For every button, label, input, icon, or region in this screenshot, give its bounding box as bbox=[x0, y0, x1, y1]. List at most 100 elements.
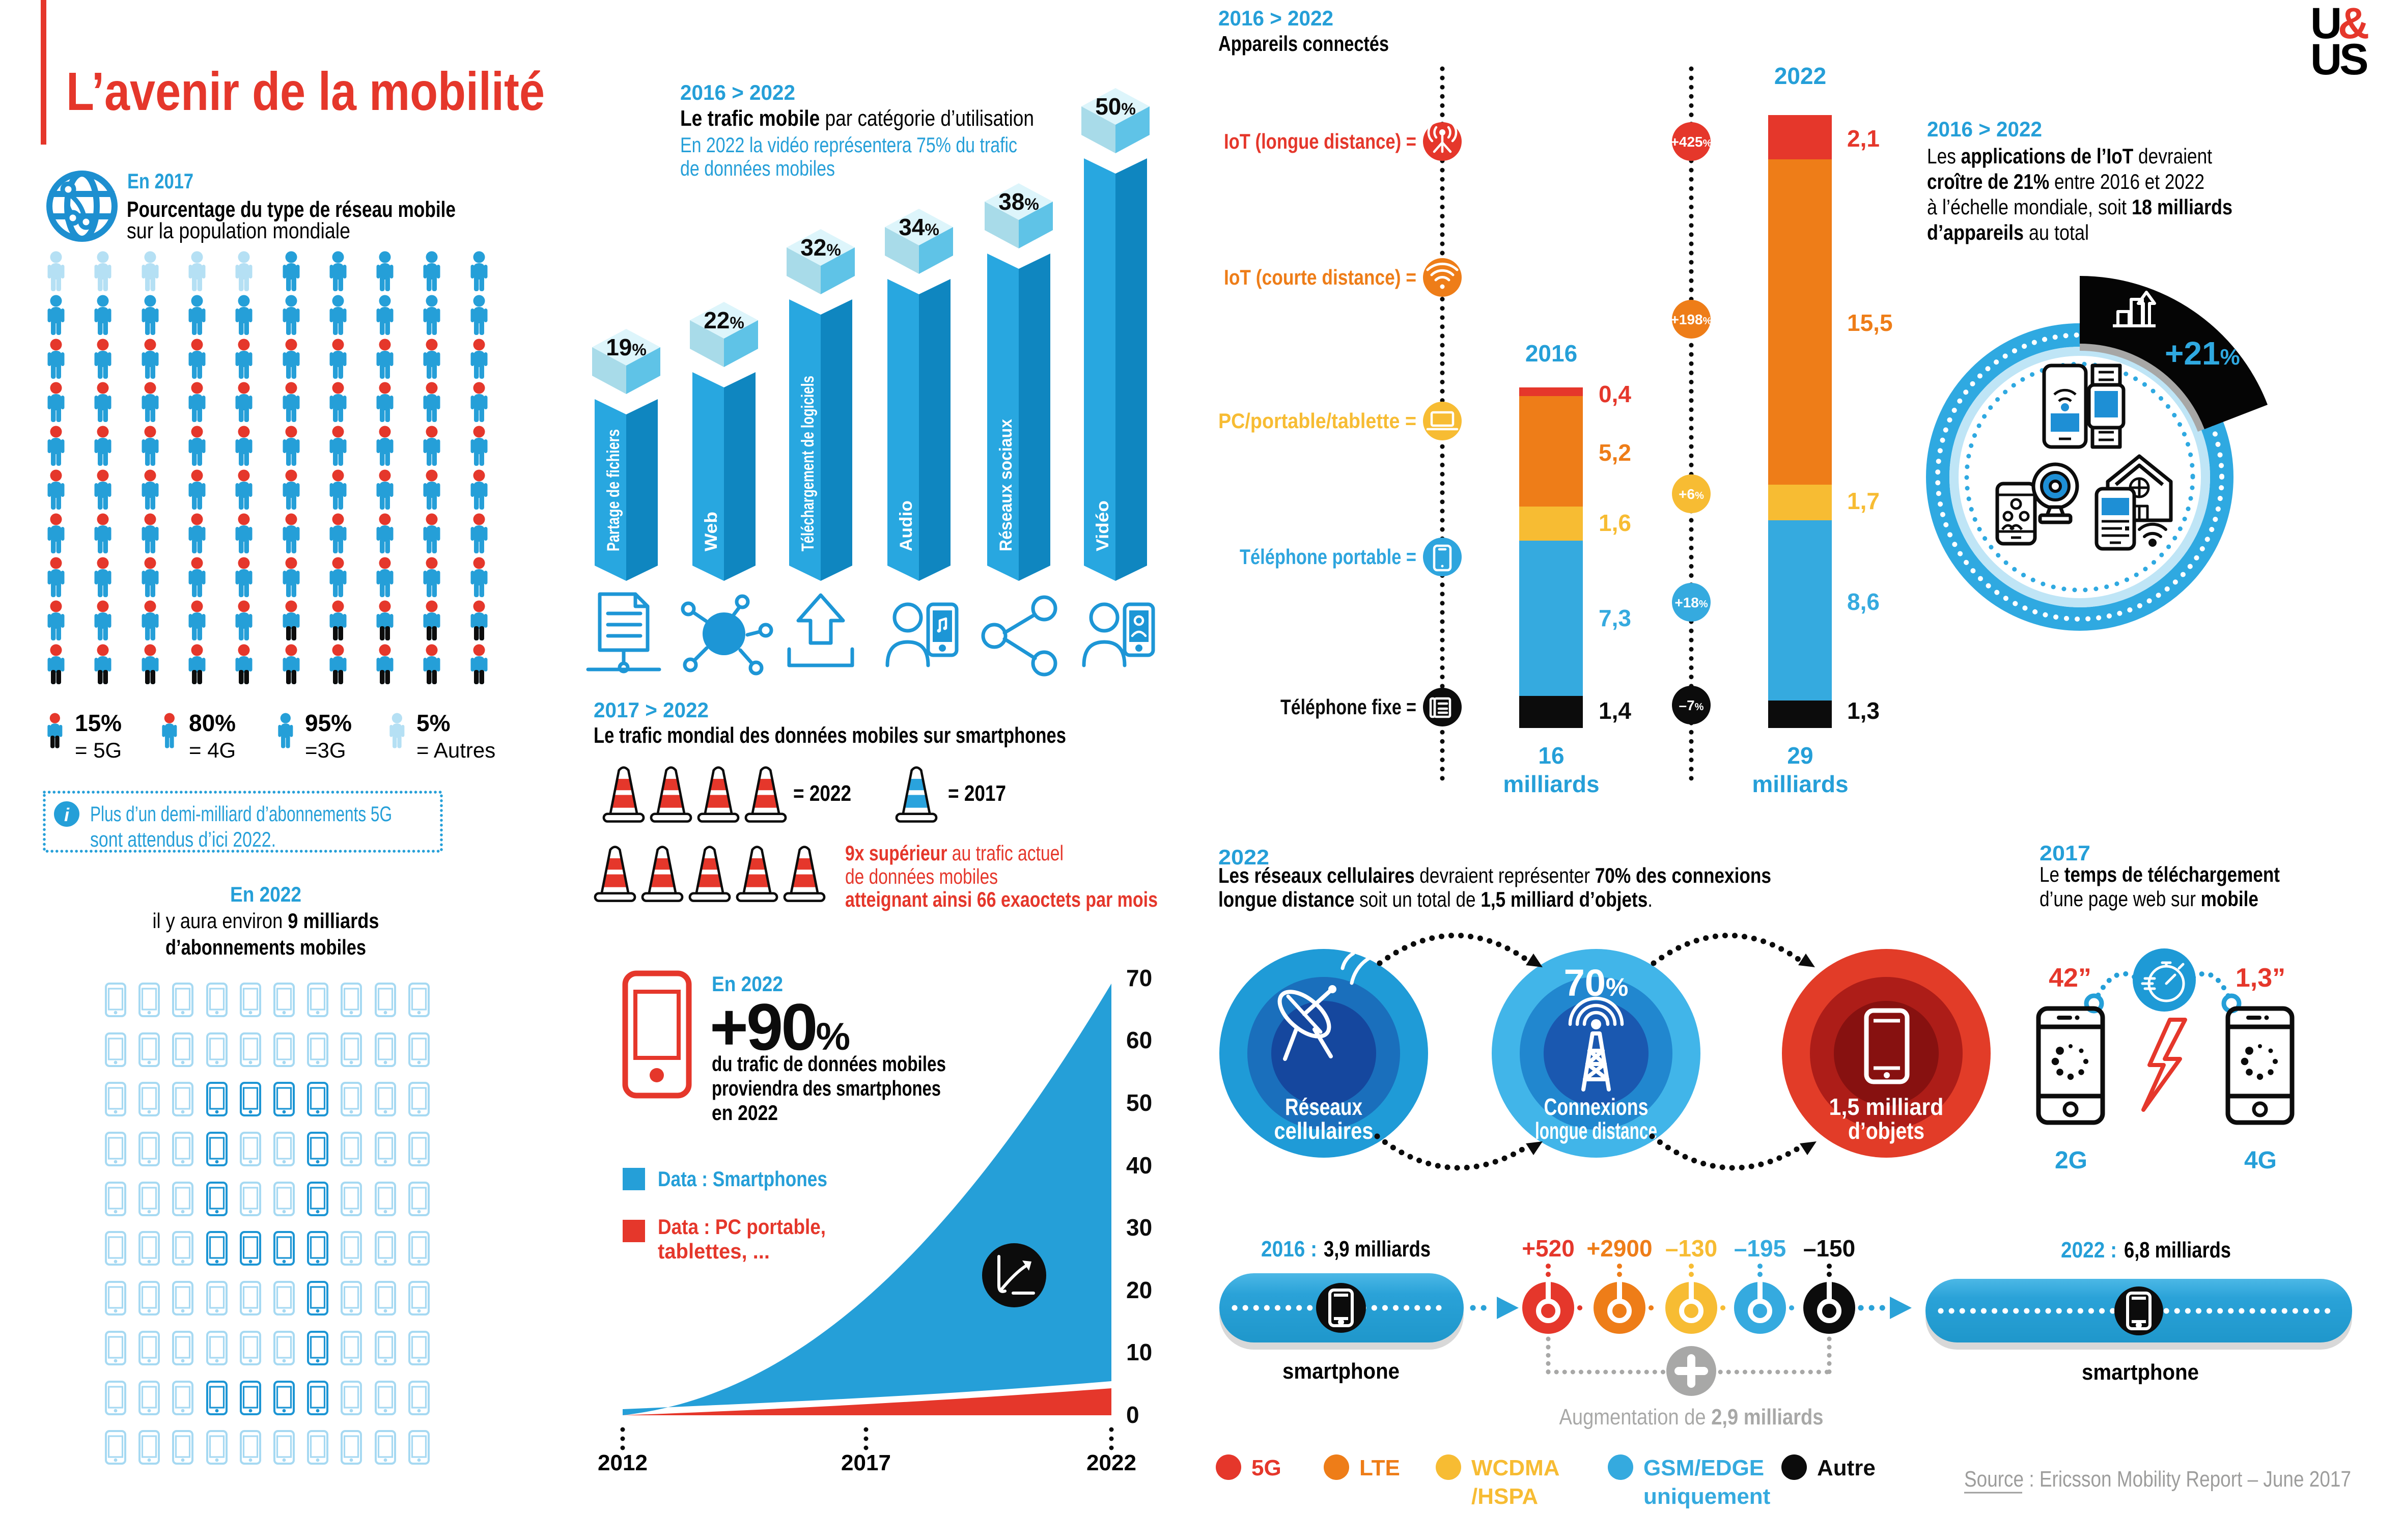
svg-text:7,3: 7,3 bbox=[1599, 605, 1631, 631]
svg-text:4G: 4G bbox=[2244, 1147, 2277, 1174]
svg-text:U: U bbox=[2310, 0, 2339, 48]
svg-text:En 2022: En 2022 bbox=[712, 972, 783, 996]
svg-text:2012: 2012 bbox=[598, 1450, 648, 1475]
svg-text:8,6: 8,6 bbox=[1847, 589, 1880, 615]
svg-text:6,8 milliards: 6,8 milliards bbox=[2124, 1238, 2231, 1263]
svg-text:–150: –150 bbox=[1803, 1235, 1855, 1262]
svg-text:d’une page web sur mobile: d’une page web sur mobile bbox=[2040, 887, 2258, 911]
svg-text:1,4: 1,4 bbox=[1599, 697, 1631, 724]
svg-text:2017 > 2022: 2017 > 2022 bbox=[594, 698, 709, 722]
svg-text:longue distance soit un total: longue distance soit un total de 1,5 mil… bbox=[1218, 887, 1653, 911]
svg-text:du trafic de données mobiles: du trafic de données mobiles bbox=[712, 1052, 946, 1076]
svg-text:2016 > 2022: 2016 > 2022 bbox=[680, 80, 795, 104]
svg-text:cellulaires: cellulaires bbox=[1274, 1117, 1374, 1144]
svg-text:0,4: 0,4 bbox=[1599, 381, 1631, 407]
svg-text:Data : PC portable,: Data : PC portable, bbox=[658, 1215, 826, 1239]
svg-text:Plus d’un demi-milliard d’abon: Plus d’un demi-milliard d’abonnements 5G bbox=[90, 802, 392, 826]
svg-text:Le trafic mondial des données: Le trafic mondial des données mobiles su… bbox=[594, 723, 1066, 748]
svg-text:En 2022: En 2022 bbox=[230, 882, 301, 906]
svg-text:en 2022: en 2022 bbox=[712, 1101, 778, 1125]
svg-text:2G: 2G bbox=[2055, 1147, 2087, 1174]
svg-text:= Autres: = Autres bbox=[416, 738, 495, 762]
svg-text:= 4G: = 4G bbox=[189, 738, 236, 762]
svg-text:–130: –130 bbox=[1665, 1235, 1717, 1262]
svg-text:42”: 42” bbox=[2049, 963, 2091, 993]
svg-text:Le temps de téléchargement: Le temps de téléchargement bbox=[2040, 862, 2280, 886]
svg-text:proviendra des smartphones: proviendra des smartphones bbox=[712, 1076, 941, 1100]
svg-text:Pourcentage du type de réseau: Pourcentage du type de réseau mobile bbox=[127, 197, 456, 222]
svg-text:sont attendus d’ici 2022.: sont attendus d’ici 2022. bbox=[90, 827, 276, 851]
svg-text:Réseaux: Réseaux bbox=[1285, 1094, 1362, 1120]
svg-text:2022: 2022 bbox=[1086, 1450, 1136, 1475]
svg-text:2,1: 2,1 bbox=[1847, 125, 1880, 152]
svg-text:sur la population mondiale: sur la population mondiale bbox=[127, 218, 350, 243]
svg-text:Réseaux sociaux: Réseaux sociaux bbox=[996, 419, 1016, 551]
svg-text:Les applications de l’IoT devr: Les applications de l’IoT devraient bbox=[1927, 144, 2212, 168]
svg-text:Connexions: Connexions bbox=[1544, 1094, 1649, 1120]
svg-text:Web: Web bbox=[702, 512, 721, 551]
svg-text:= 2017: = 2017 bbox=[948, 781, 1006, 806]
svg-text:à l’échelle mondiale, soit 18: à l’échelle mondiale, soit 18 milliards bbox=[1927, 195, 2232, 219]
svg-text:GSM/EDGE: GSM/EDGE bbox=[1643, 1455, 1764, 1480]
svg-text:9x supérieur au trafic actuel: 9x supérieur au trafic actuel bbox=[845, 841, 1064, 865]
svg-text:60: 60 bbox=[1126, 1027, 1152, 1053]
svg-text:70: 70 bbox=[1126, 965, 1152, 991]
svg-text:En 2022 la vidéo représentera: En 2022 la vidéo représentera 75% du tra… bbox=[680, 133, 1017, 157]
svg-text:Vidéo: Vidéo bbox=[1093, 500, 1112, 551]
svg-text:LTE: LTE bbox=[1359, 1455, 1400, 1480]
svg-text:Audio: Audio bbox=[897, 500, 916, 551]
svg-text:Augmentation de 2,9 milliards: Augmentation de 2,9 milliards bbox=[1559, 1405, 1824, 1430]
svg-text:2016 > 2022: 2016 > 2022 bbox=[1927, 117, 2042, 141]
svg-text:WCDMA: WCDMA bbox=[1471, 1455, 1560, 1480]
svg-text:–195: –195 bbox=[1734, 1235, 1786, 1262]
svg-text:2017: 2017 bbox=[841, 1450, 891, 1475]
svg-text:d’objets: d’objets bbox=[1848, 1117, 1924, 1144]
svg-text:PC/portable/tablette =: PC/portable/tablette = bbox=[1218, 409, 1416, 433]
svg-text:atteignant ainsi 66 exaoctets: atteignant ainsi 66 exaoctets par mois bbox=[845, 887, 1158, 911]
svg-text:2017: 2017 bbox=[2040, 841, 2090, 865]
svg-text:Téléphone fixe =: Téléphone fixe = bbox=[1280, 695, 1416, 719]
svg-text:tablettes, ...: tablettes, ... bbox=[658, 1239, 770, 1263]
svg-text:IoT (longue distance) =: IoT (longue distance) = bbox=[1224, 129, 1416, 153]
svg-text:1,5 milliard: 1,5 milliard bbox=[1829, 1094, 1944, 1120]
svg-text:Téléphone portable =: Téléphone portable = bbox=[1240, 545, 1416, 569]
svg-text:milliards: milliards bbox=[1503, 771, 1599, 797]
svg-text:d’appareils au total: d’appareils au total bbox=[1927, 220, 2089, 244]
svg-text:5,2: 5,2 bbox=[1599, 439, 1631, 466]
svg-text:longue distance: longue distance bbox=[1535, 1117, 1657, 1144]
svg-text:de données mobiles: de données mobiles bbox=[680, 156, 835, 180]
svg-text:Le trafic mobile par catégorie: Le trafic mobile par catégorie d’utilisa… bbox=[680, 106, 1034, 131]
svg-text:/HSPA: /HSPA bbox=[1471, 1484, 1538, 1509]
svg-text:smartphone: smartphone bbox=[1282, 1359, 1400, 1384]
svg-text:&: & bbox=[2338, 0, 2369, 48]
svg-text:= 2022: = 2022 bbox=[793, 781, 851, 806]
svg-text:Partage de fichiers: Partage de fichiers bbox=[604, 429, 623, 551]
svg-text:1,6: 1,6 bbox=[1599, 510, 1631, 536]
svg-text:smartphone: smartphone bbox=[2082, 1360, 2199, 1385]
svg-text:1,3: 1,3 bbox=[1847, 697, 1880, 724]
svg-text:15%: 15% bbox=[75, 710, 122, 736]
svg-text:2022: 2022 bbox=[1774, 63, 1826, 89]
svg-text:Appareils connectés: Appareils connectés bbox=[1218, 32, 1389, 55]
svg-text:0: 0 bbox=[1126, 1402, 1139, 1428]
svg-text:de données mobiles: de données mobiles bbox=[845, 864, 998, 888]
svg-text:2022 :: 2022 : bbox=[2061, 1238, 2117, 1263]
svg-text:i: i bbox=[64, 804, 70, 825]
svg-text:Téléchargement de logiciels: Téléchargement de logiciels bbox=[798, 376, 818, 551]
svg-text:Source : Ericsson Mobility Rep: Source : Ericsson Mobility Report – June… bbox=[1964, 1467, 2351, 1492]
svg-text:10: 10 bbox=[1126, 1339, 1152, 1365]
svg-text:3,9 milliards: 3,9 milliards bbox=[1324, 1237, 1431, 1262]
svg-text:16: 16 bbox=[1538, 742, 1564, 769]
svg-text:+2900: +2900 bbox=[1586, 1235, 1652, 1262]
svg-text:Autre: Autre bbox=[1817, 1455, 1876, 1480]
svg-text:29: 29 bbox=[1787, 742, 1813, 769]
svg-text:40: 40 bbox=[1126, 1152, 1152, 1179]
svg-text:30: 30 bbox=[1126, 1214, 1152, 1241]
svg-text:5%: 5% bbox=[416, 710, 450, 736]
svg-text:2016: 2016 bbox=[1525, 340, 1577, 367]
svg-text:croître de 21% entre 2016 et 2: croître de 21% entre 2016 et 2022 bbox=[1927, 170, 2204, 193]
svg-text:uniquement: uniquement bbox=[1643, 1484, 1771, 1509]
svg-text:2016 > 2022: 2016 > 2022 bbox=[1218, 6, 1333, 30]
svg-text:80%: 80% bbox=[189, 710, 236, 736]
svg-text:50: 50 bbox=[1126, 1089, 1152, 1116]
